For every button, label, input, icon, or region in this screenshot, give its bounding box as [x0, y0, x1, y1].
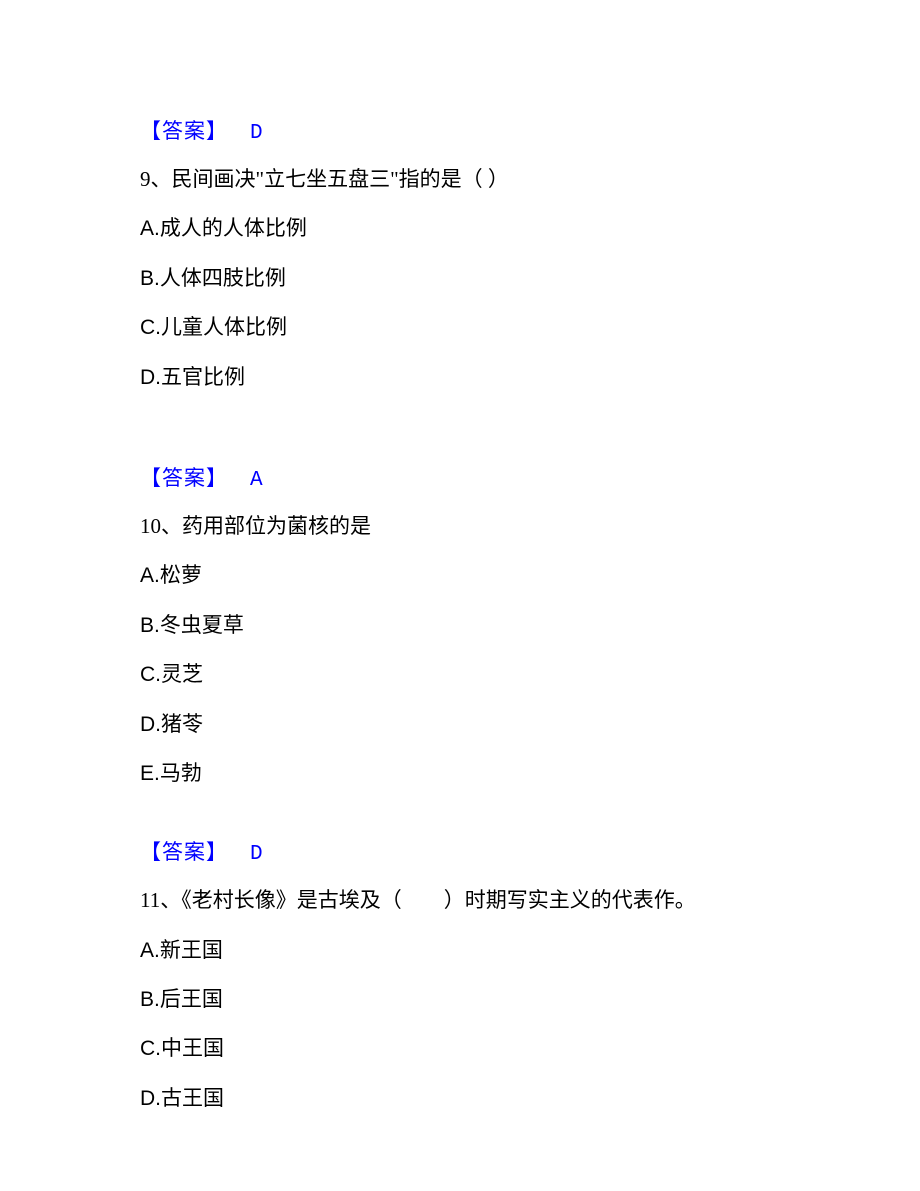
- option-body: 松萝: [160, 563, 202, 587]
- option-letter: A.: [140, 564, 160, 587]
- option-letter: A.: [140, 217, 160, 240]
- option-letter: E.: [140, 762, 160, 785]
- option-11a: A.新王国: [140, 936, 780, 965]
- option-body: 成人的人体比例: [160, 216, 307, 240]
- option-body: 新王国: [160, 938, 223, 962]
- option-body: 五官比例: [161, 365, 245, 389]
- option-body: 中王国: [161, 1036, 224, 1060]
- option-10e: E.马勃: [140, 759, 780, 788]
- option-body: 儿童人体比例: [161, 315, 287, 339]
- question-number: 11、: [140, 888, 181, 912]
- option-letter: A.: [140, 939, 160, 962]
- option-9a: A.成人的人体比例: [140, 214, 780, 243]
- answer-block-3: 【答案】 D: [140, 836, 780, 866]
- question-body: 民间画决"立七坐五盘三"指的是（ ）: [172, 167, 509, 191]
- answer-value: A: [250, 469, 264, 492]
- option-11b: B.后王国: [140, 985, 780, 1014]
- option-body: 古王国: [161, 1086, 224, 1110]
- option-letter: B.: [140, 614, 160, 637]
- option-11d: D.古王国: [140, 1084, 780, 1113]
- option-letter: D.: [140, 713, 161, 736]
- option-letter: C.: [140, 663, 161, 686]
- option-10c: C.灵芝: [140, 660, 780, 689]
- option-body: 马勃: [160, 761, 202, 785]
- answer-label: 【答案】: [140, 466, 228, 490]
- option-10b: B.冬虫夏草: [140, 611, 780, 640]
- answer-block-1: 【答案】 D: [140, 115, 780, 145]
- question-11: 11、《老村长像》是古埃及（ ）时期写实主义的代表作。: [140, 886, 780, 915]
- option-letter: B.: [140, 988, 160, 1011]
- answer-block-2: 【答案】 A: [140, 462, 780, 492]
- option-9c: C.儿童人体比例: [140, 313, 780, 342]
- option-letter: C.: [140, 316, 161, 339]
- question-number: 9、: [140, 167, 172, 191]
- option-10d: D.猪苓: [140, 710, 780, 739]
- option-body: 猪苓: [161, 712, 203, 736]
- option-9b: B.人体四肢比例: [140, 264, 780, 293]
- option-10a: A.松萝: [140, 561, 780, 590]
- question-10: 10、药用部位为菌核的是: [140, 512, 780, 541]
- answer-value: D: [250, 122, 264, 145]
- option-body: 冬虫夏草: [160, 613, 244, 637]
- option-letter: B.: [140, 267, 160, 290]
- option-body: 人体四肢比例: [160, 266, 286, 290]
- answer-label: 【答案】: [140, 840, 228, 864]
- option-9d: D.五官比例: [140, 363, 780, 392]
- option-body: 后王国: [160, 987, 223, 1011]
- option-body: 灵芝: [161, 662, 203, 686]
- option-letter: C.: [140, 1037, 161, 1060]
- answer-value: D: [250, 843, 264, 866]
- answer-label: 【答案】: [140, 119, 228, 143]
- question-body: 《老村长像》是古埃及（ ）时期写实主义的代表作。: [181, 888, 696, 912]
- option-letter: D.: [140, 1087, 161, 1110]
- question-9: 9、民间画决"立七坐五盘三"指的是（ ）: [140, 165, 780, 194]
- question-number: 10、: [140, 514, 182, 538]
- question-body: 药用部位为菌核的是: [182, 514, 371, 538]
- option-letter: D.: [140, 366, 161, 389]
- option-11c: C.中王国: [140, 1034, 780, 1063]
